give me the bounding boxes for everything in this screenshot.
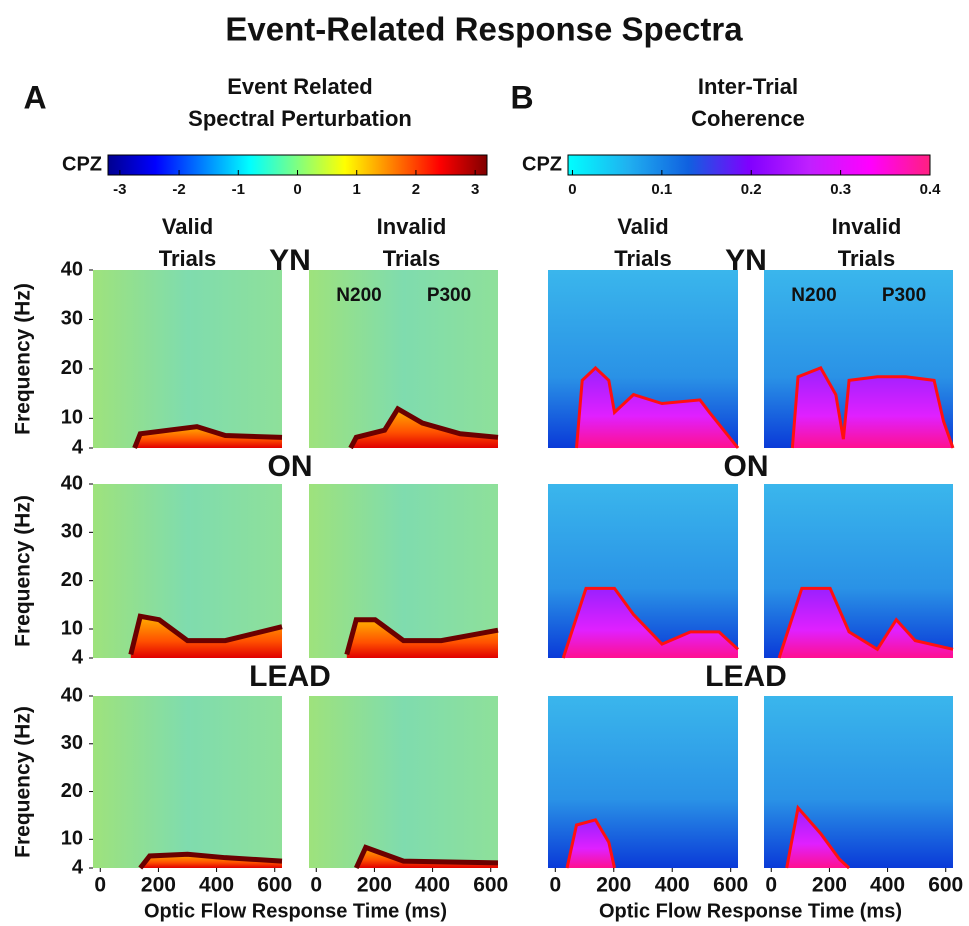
colorbar-tick-label: 2 — [412, 181, 420, 198]
row-label: ON — [724, 450, 769, 483]
y-axis-label: Frequency (Hz) — [12, 283, 35, 435]
significance-region — [350, 408, 498, 448]
colorbar-tick-label: 1 — [353, 181, 361, 198]
x-tick-label: 0 — [94, 874, 106, 897]
x-tick-label: 0 — [310, 874, 322, 897]
y-tick-label: 10 — [61, 407, 83, 429]
panel-letter: A — [23, 79, 46, 115]
significance-region — [792, 367, 953, 448]
x-tick-label: 600 — [257, 874, 292, 897]
significance-contour — [138, 851, 283, 870]
y-tick-label: 10 — [61, 828, 83, 850]
y-tick-label: 40 — [61, 472, 83, 494]
x-axis-label: Optic Flow Response Time (ms) — [599, 900, 902, 922]
colorbar-tick-label: -1 — [232, 181, 245, 198]
colorbar-label: CPZ — [62, 153, 102, 175]
spectrogram-background — [93, 270, 282, 448]
y-tick-label: 20 — [61, 357, 83, 379]
row-label: LEAD — [705, 660, 787, 693]
colorbar-tick-label: 0.2 — [741, 181, 762, 198]
colorbar-label: CPZ — [522, 153, 562, 175]
column-header: Trials — [838, 246, 895, 271]
x-tick-label: 600 — [928, 874, 963, 897]
y-tick-label: 30 — [61, 732, 83, 754]
panel-letter: B — [510, 79, 533, 115]
y-axis-label: Frequency (Hz) — [12, 706, 35, 858]
significance-region — [779, 588, 953, 658]
colorbar-tick-label: 0.4 — [920, 181, 942, 198]
y-tick-label: 20 — [61, 780, 83, 802]
annotation: P300 — [427, 285, 471, 306]
colorbar-tick-label: -2 — [172, 181, 185, 198]
y-axis-label: Frequency (Hz) — [12, 495, 35, 647]
x-tick-label: 200 — [141, 874, 176, 897]
significance-contour — [128, 613, 283, 656]
significance-contour — [348, 405, 499, 450]
colorbar-tick-label: 3 — [471, 181, 479, 198]
column-header: Trials — [614, 246, 671, 271]
figure-title: Event-Related Response Spectra — [225, 11, 743, 48]
spectrogram-background — [93, 484, 282, 658]
colorbar-tick-label: 0 — [568, 181, 576, 198]
column-header: Trials — [383, 246, 440, 271]
y-tick-label: 40 — [61, 684, 83, 706]
column-header: Trials — [159, 246, 216, 271]
colorbar-tick-label: 0.1 — [651, 181, 672, 198]
significance-region — [563, 588, 738, 658]
annotation: N200 — [336, 285, 381, 306]
x-tick-label: 200 — [812, 874, 847, 897]
y-tick-label: 20 — [61, 569, 83, 591]
significance-contour — [777, 586, 954, 659]
spectrogram-background — [93, 696, 282, 868]
panel-title: Inter-Trial — [698, 74, 798, 99]
x-tick-label: 400 — [199, 874, 234, 897]
y-tick-label: 4 — [72, 856, 84, 878]
colorbar-tick-label: 0 — [293, 181, 301, 198]
significance-contour — [565, 818, 616, 869]
y-tick-label: 4 — [72, 436, 84, 458]
x-tick-label: 200 — [596, 874, 631, 897]
panel-title: Event Related — [227, 74, 373, 99]
significance-contour — [785, 804, 851, 870]
column-header: Invalid — [377, 214, 447, 239]
y-tick-label: 10 — [61, 617, 83, 639]
x-tick-label: 0 — [765, 874, 777, 897]
significance-region — [140, 854, 282, 868]
significance-contour — [132, 424, 283, 449]
y-tick-label: 30 — [61, 521, 83, 543]
column-header: Valid — [617, 214, 668, 239]
significance-region — [576, 367, 738, 448]
annotation: N200 — [791, 285, 836, 306]
column-header: Invalid — [832, 214, 902, 239]
x-axis-label: Optic Flow Response Time (ms) — [144, 900, 447, 922]
significance-contour — [561, 586, 740, 659]
significance-contour — [575, 365, 740, 449]
y-tick-label: 30 — [61, 308, 83, 330]
column-header: Valid — [162, 214, 213, 239]
x-tick-label: 600 — [473, 874, 508, 897]
colorbar-tick-label: 0.3 — [830, 181, 851, 198]
significance-contour — [353, 844, 499, 870]
x-tick-label: 600 — [713, 874, 748, 897]
annotation: P300 — [882, 285, 926, 306]
colorbar-tick-label: -3 — [113, 181, 126, 198]
x-tick-label: 400 — [870, 874, 905, 897]
significance-contour — [344, 617, 499, 656]
spectrogram-background — [309, 484, 498, 658]
panel-title: Spectral Perturbation — [188, 106, 412, 131]
x-tick-label: 200 — [357, 874, 392, 897]
x-tick-label: 400 — [415, 874, 450, 897]
colorbar — [567, 154, 931, 176]
panel-title: Coherence — [691, 106, 805, 131]
row-label: ON — [268, 450, 313, 483]
y-tick-label: 40 — [61, 258, 83, 280]
significance-contour — [790, 366, 955, 449]
y-tick-label: 4 — [72, 646, 84, 668]
spectrogram-background — [309, 696, 498, 868]
x-tick-label: 0 — [549, 874, 561, 897]
row-label: LEAD — [249, 660, 331, 693]
x-tick-label: 400 — [655, 874, 690, 897]
